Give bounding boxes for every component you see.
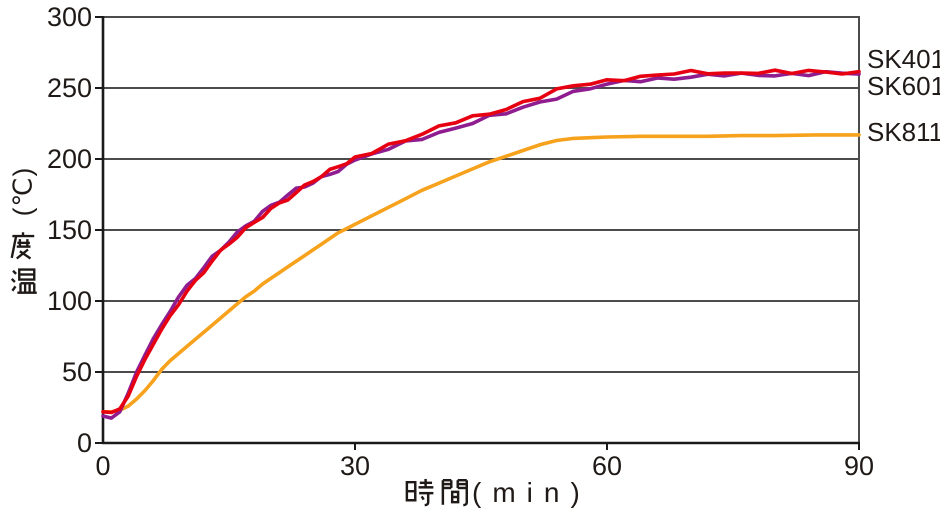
y-axis-kanji-do xyxy=(10,232,35,260)
y-axis-unit-label: (℃) xyxy=(7,166,38,217)
y-tick-label: 150 xyxy=(46,215,92,245)
y-tick-label: 0 xyxy=(76,428,92,458)
y-axis-kanji-on xyxy=(10,268,37,294)
legend-sk811: SK811 xyxy=(867,117,940,147)
y-tick-label: 50 xyxy=(61,357,92,387)
curve-sk601 xyxy=(101,69,861,420)
curve-sk401 xyxy=(101,68,861,415)
x-tick-label: 0 xyxy=(95,451,111,481)
x-axis-kanji-ji xyxy=(405,478,434,507)
legend-sk401: SK401 xyxy=(867,44,940,74)
x-tick-label: 60 xyxy=(591,451,623,481)
y-tick-label: 300 xyxy=(46,2,92,32)
x-tick-label: 90 xyxy=(843,451,875,481)
x-tick-label: 30 xyxy=(339,451,371,481)
legend-sk601: SK601 xyxy=(867,71,940,101)
curve-sk811 xyxy=(101,133,861,414)
y-tick-label: 200 xyxy=(46,144,92,174)
x-axis-kanji-kan xyxy=(441,479,468,507)
y-tick-label: 100 xyxy=(46,286,92,316)
x-axis-unit-label: (min) xyxy=(472,477,591,508)
y-tick-label: 250 xyxy=(46,73,92,103)
